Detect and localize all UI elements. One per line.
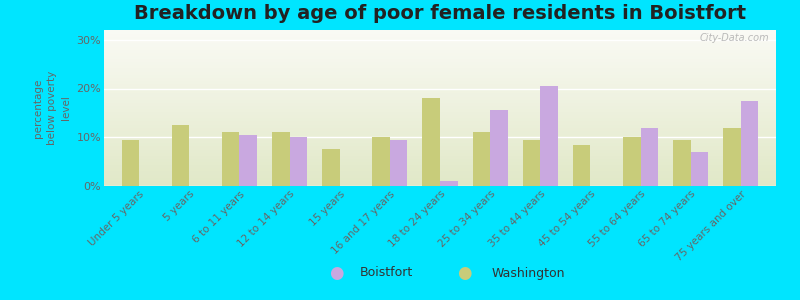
Bar [104, 180, 776, 183]
Bar [104, 158, 776, 161]
Bar [104, 33, 776, 36]
Bar [322, 149, 340, 186]
Bar [104, 142, 776, 146]
Bar [104, 108, 776, 111]
Text: Washington: Washington [492, 266, 566, 280]
Bar [104, 80, 776, 83]
Bar [272, 132, 290, 186]
Text: ●: ● [457, 264, 471, 282]
Bar [104, 177, 776, 180]
Bar [104, 183, 776, 186]
Bar [104, 111, 776, 114]
Bar [522, 140, 540, 186]
Bar [104, 152, 776, 155]
Bar [104, 36, 776, 39]
Y-axis label: percentage
below poverty
level: percentage below poverty level [33, 71, 71, 145]
Bar [104, 52, 776, 55]
Bar [104, 49, 776, 52]
Bar [540, 86, 558, 186]
Bar [104, 124, 776, 127]
Bar [104, 136, 776, 139]
Bar [372, 137, 390, 186]
Bar [104, 99, 776, 102]
Bar [104, 77, 776, 80]
Bar [104, 130, 776, 133]
Bar [104, 170, 776, 173]
Bar [104, 70, 776, 74]
Bar [104, 173, 776, 177]
Title: Breakdown by age of poor female residents in Boistfort: Breakdown by age of poor female resident… [134, 4, 746, 23]
Bar [104, 133, 776, 136]
Bar [104, 83, 776, 86]
Bar [723, 128, 741, 186]
Bar [690, 152, 708, 186]
Bar [104, 127, 776, 130]
Bar [239, 135, 257, 186]
Bar [104, 155, 776, 158]
Bar [104, 64, 776, 68]
Bar [104, 95, 776, 99]
Bar [440, 181, 458, 186]
Bar [673, 140, 690, 186]
Bar [104, 55, 776, 58]
Text: Boistfort: Boistfort [360, 266, 414, 280]
Bar [741, 101, 758, 186]
Bar [104, 30, 776, 33]
Bar [104, 148, 776, 152]
Bar [104, 46, 776, 49]
Bar [172, 125, 190, 186]
Bar [104, 105, 776, 108]
Bar [104, 68, 776, 70]
Bar [104, 121, 776, 124]
Bar [104, 139, 776, 142]
Bar [104, 43, 776, 46]
Bar [623, 137, 641, 186]
Bar [422, 98, 440, 186]
Bar [641, 128, 658, 186]
Bar [104, 164, 776, 167]
Bar [573, 145, 590, 186]
Bar [104, 102, 776, 105]
Bar [104, 161, 776, 164]
Bar [104, 114, 776, 117]
Bar [104, 146, 776, 148]
Bar [104, 61, 776, 64]
Bar [490, 110, 508, 186]
Bar [104, 74, 776, 77]
Bar [222, 132, 239, 186]
Text: City-Data.com: City-Data.com [700, 33, 770, 43]
Bar [104, 58, 776, 61]
Bar [104, 89, 776, 92]
Bar [104, 86, 776, 89]
Bar [104, 39, 776, 43]
Bar [473, 132, 490, 186]
Text: ●: ● [329, 264, 343, 282]
Bar [104, 92, 776, 95]
Bar [104, 167, 776, 170]
Bar [390, 140, 407, 186]
Bar [122, 140, 139, 186]
Bar [290, 137, 307, 186]
Bar [104, 117, 776, 121]
